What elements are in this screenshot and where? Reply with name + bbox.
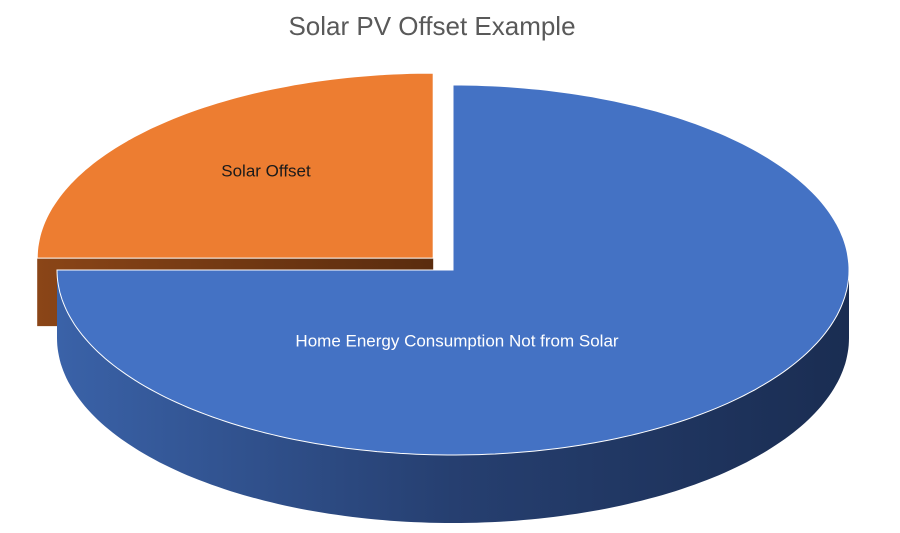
data-label: Solar Offset bbox=[221, 161, 311, 180]
chart-title: Solar PV Offset Example bbox=[288, 11, 575, 41]
data-label: Home Energy Consumption Not from Solar bbox=[295, 331, 618, 350]
slice-side bbox=[57, 270, 849, 523]
slice bbox=[56, 84, 850, 456]
slice bbox=[36, 72, 434, 259]
